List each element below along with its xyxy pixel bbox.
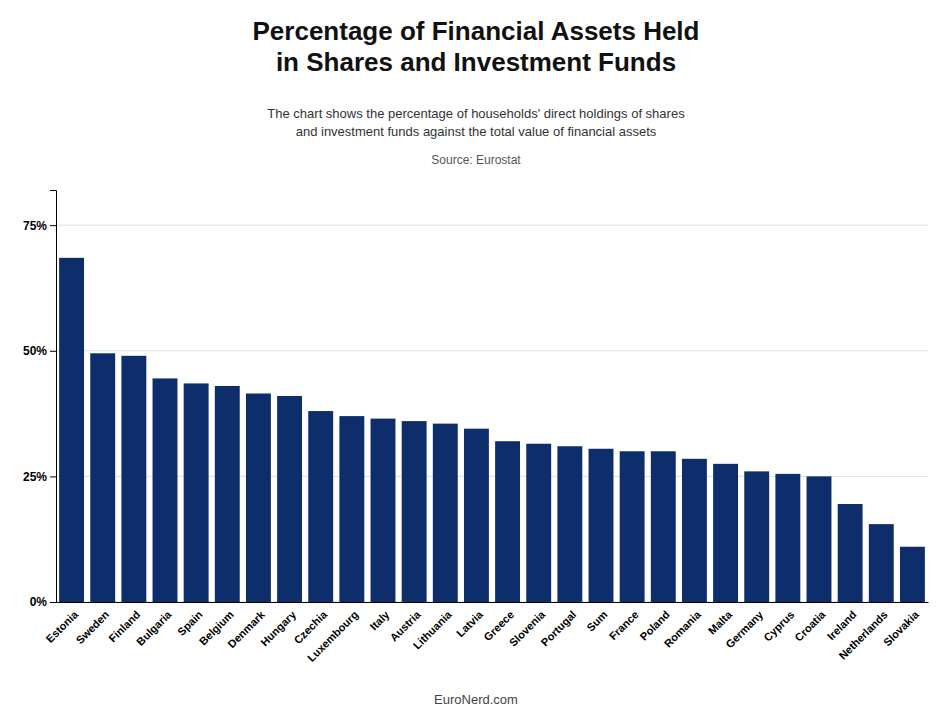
x-tick-label: Sweden	[73, 608, 111, 646]
x-tick-label: Croatia	[792, 608, 828, 644]
y-axis-line	[50, 191, 57, 603]
title: Percentage of Financial Assets Heldin Sh…	[253, 16, 700, 77]
y-tick-label: 25%	[23, 470, 47, 484]
bar	[744, 471, 769, 602]
y-axis: 0% 25% 50% 75%	[23, 191, 57, 610]
bar	[620, 451, 645, 602]
bars	[59, 258, 925, 602]
bar	[153, 378, 178, 602]
x-tick: Slovakia	[881, 608, 922, 649]
y-tick-label: 50%	[23, 344, 47, 358]
bar	[775, 474, 800, 602]
x-tick-label: Slovakia	[881, 608, 922, 649]
x-tick: Luxembourg	[305, 608, 361, 664]
bar	[402, 421, 427, 602]
bar	[246, 393, 271, 602]
bar	[464, 429, 489, 602]
y-tick-label: 0%	[30, 595, 48, 609]
x-tick-label: Malta	[706, 608, 735, 637]
x-tick: Croatia	[792, 608, 828, 644]
grid-line	[56, 225, 928, 226]
x-tick-label: Bulgaria	[134, 608, 174, 648]
y-tick-mark	[50, 602, 56, 603]
x-tick-label: Italy	[368, 608, 393, 633]
bar	[900, 547, 925, 602]
grid	[56, 225, 928, 602]
bar	[838, 504, 863, 602]
bar	[589, 449, 614, 602]
bar	[526, 444, 551, 602]
x-tick-label: France	[607, 608, 641, 642]
bar	[651, 451, 676, 602]
x-tick-label: Lithuania	[411, 608, 455, 652]
x-tick-label: Luxembourg	[305, 608, 361, 664]
x-tick: Germany	[723, 608, 766, 651]
x-tick: Portugal	[538, 608, 578, 648]
subtitle-line: The chart shows the percentage of househ…	[267, 106, 685, 121]
subtitle-line: and investment funds against the total v…	[296, 124, 657, 139]
bar	[339, 416, 364, 602]
x-tick-label: Romania	[662, 608, 704, 650]
bar	[433, 424, 458, 602]
bar	[869, 524, 894, 602]
bar	[184, 383, 209, 602]
x-tick: Sum	[584, 608, 609, 633]
x-tick: Hungary	[258, 608, 299, 649]
bar	[495, 441, 520, 602]
x-tick: Netherlands	[836, 608, 889, 661]
x-tick: Spain	[175, 608, 205, 638]
x-tick: Romania	[662, 608, 704, 650]
y-tick: 75%	[23, 219, 56, 233]
y-tick-label: 75%	[23, 219, 47, 233]
bar	[807, 476, 832, 602]
x-tick-label: Sum	[584, 608, 609, 633]
y-tick: 25%	[23, 470, 56, 484]
x-tick-label: Spain	[175, 608, 205, 638]
chart-svg: Percentage of Financial Assets Heldin Sh…	[0, 0, 952, 714]
x-tick: Sweden	[73, 608, 111, 646]
bar	[215, 386, 240, 602]
y-tick: 50%	[23, 344, 56, 358]
x-tick: Malta	[706, 608, 735, 637]
x-tick-label: Portugal	[538, 608, 578, 648]
bar	[121, 356, 146, 602]
bar	[713, 464, 738, 602]
x-tick-label: Hungary	[258, 608, 299, 649]
x-tick: Cyprus	[761, 608, 796, 643]
bar	[308, 411, 333, 602]
x-tick-label: Netherlands	[836, 608, 889, 661]
bar	[59, 258, 84, 602]
bar	[90, 353, 115, 602]
subtitle: The chart shows the percentage of househ…	[267, 106, 685, 139]
x-axis: EstoniaSwedenFinlandBulgariaSpainBelgium…	[44, 603, 929, 664]
y-tick-mark	[50, 351, 56, 352]
x-tick: Lithuania	[411, 608, 455, 652]
footer: EuroNerd.com	[434, 692, 518, 707]
x-tick: France	[607, 608, 641, 642]
plot: 0% 25% 50% 75% EstoniaSwedenFinlandBulgariaS…	[23, 191, 929, 664]
y-tick-mark	[50, 476, 56, 477]
x-tick-label: Cyprus	[761, 608, 796, 643]
x-axis-line	[57, 602, 929, 603]
grid-line	[56, 350, 928, 351]
y-tick-mark	[50, 225, 56, 226]
x-tick: Italy	[368, 608, 393, 633]
x-tick-label: Germany	[723, 608, 766, 651]
bar	[371, 419, 396, 602]
x-tick: Bulgaria	[134, 608, 174, 648]
y-tick: 0%	[30, 595, 56, 609]
bar	[557, 446, 582, 602]
bar	[682, 459, 707, 602]
title-line: Percentage of Financial Assets Held	[253, 16, 700, 46]
title-line: in Shares and Investment Funds	[276, 47, 676, 77]
source: Source: Eurostat	[431, 153, 521, 167]
bar	[277, 396, 302, 602]
